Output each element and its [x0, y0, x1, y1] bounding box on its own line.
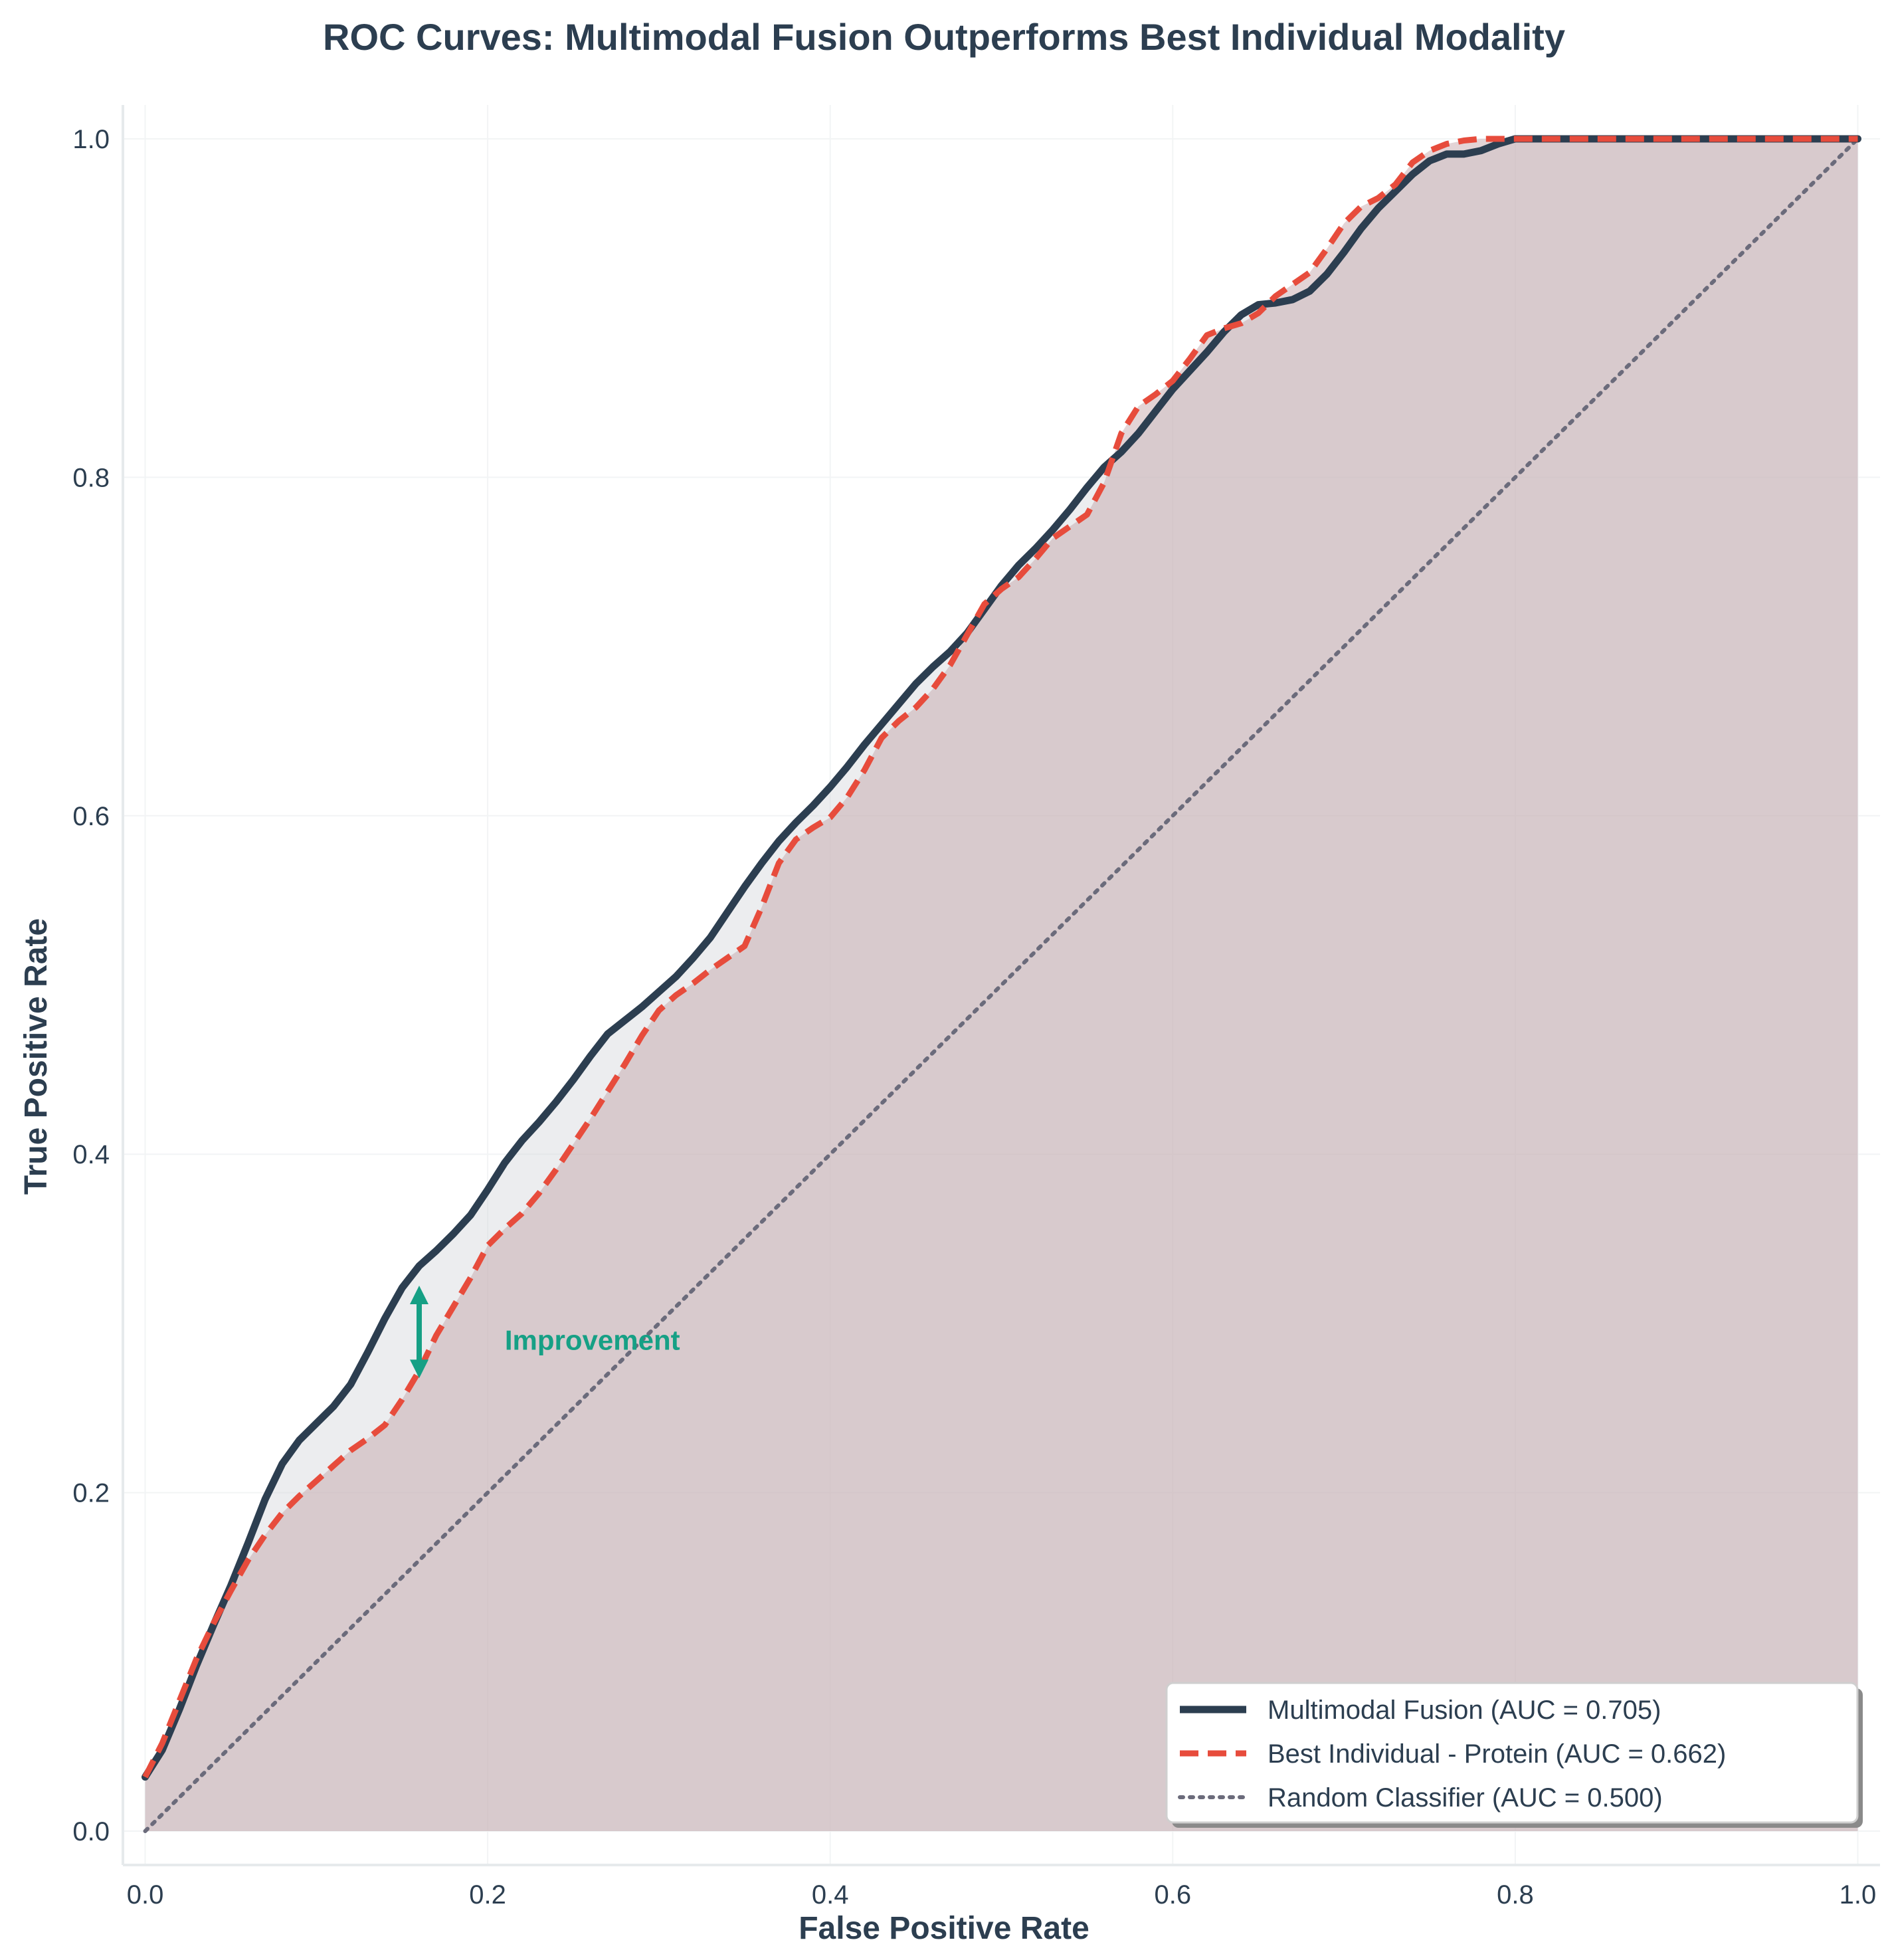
y-tick-label: 0.0	[72, 1817, 110, 1846]
multimodal-fusion-line	[142, 135, 1861, 1781]
y-tick-label: 0.2	[72, 1479, 110, 1508]
grid	[123, 105, 1880, 1865]
x-tick-label: 1.0	[1840, 1880, 1877, 1910]
y-tick-label: 0.4	[72, 1140, 110, 1169]
x-tick-label: 0.2	[469, 1880, 506, 1910]
legend: Multimodal Fusion (AUC = 0.705) Best Ind…	[1165, 1682, 1863, 1828]
annotation: Improvement	[409, 1285, 680, 1379]
y-tick-label: 1.0	[72, 125, 110, 154]
y-tick-label: 0.6	[72, 802, 110, 831]
series-lines	[142, 135, 1861, 1834]
legend-box	[1165, 1682, 1859, 1824]
x-axis-label: False Positive Rate	[799, 1911, 1089, 1946]
legend-label-fusion: Multimodal Fusion (AUC = 0.705)	[1268, 1696, 1661, 1725]
arrow-head-up-icon	[409, 1285, 428, 1304]
x-tick-label: 0.0	[127, 1880, 164, 1910]
chart-title: ROC Curves: Multimodal Fusion Outperform…	[323, 16, 1565, 58]
random-classifier-line	[143, 136, 1860, 1834]
legend-label-random: Random Classifier (AUC = 0.500)	[1268, 1783, 1663, 1813]
improvement-label: Improvement	[505, 1324, 680, 1355]
y-tick-label: 0.8	[72, 463, 110, 492]
arrow-head-down-icon	[409, 1359, 428, 1379]
x-tick-label: 0.4	[812, 1880, 849, 1910]
x-tick-label: 0.6	[1154, 1880, 1191, 1910]
y-axis-label: True Positive Rate	[19, 918, 54, 1195]
legend-label-protein: Best Individual - Protein (AUC = 0.662)	[1268, 1739, 1726, 1769]
x-tick-label: 0.8	[1497, 1880, 1534, 1910]
y-tick-labels: 0.0 0.2 0.4 0.6 0.8 1.0	[72, 125, 110, 1846]
x-tick-labels: 0.0 0.2 0.4 0.6 0.8 1.0	[127, 1880, 1877, 1910]
axes-frame	[122, 105, 1880, 1866]
protein-line	[142, 136, 1858, 1779]
